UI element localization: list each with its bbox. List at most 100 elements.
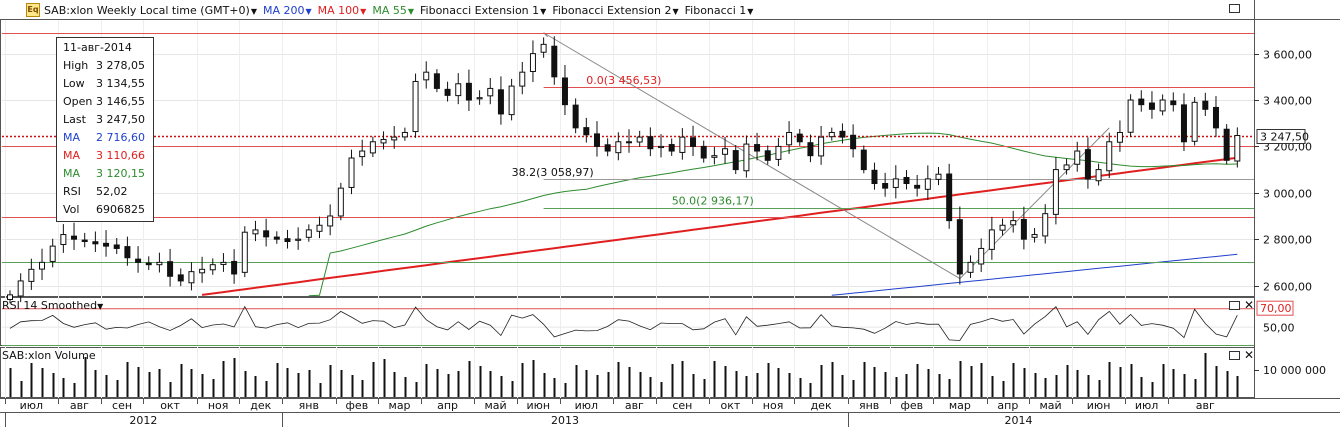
candle-body	[124, 246, 131, 259]
fib-label-50: 50.0(2 936,17)	[672, 195, 754, 208]
candle-body	[1020, 218, 1027, 240]
candle	[1095, 163, 1102, 186]
candle-body	[956, 219, 963, 275]
volume-panel-close-icon[interactable]: ✕	[1244, 348, 1255, 362]
candle-body	[818, 136, 825, 157]
candle-body	[775, 145, 782, 160]
chart-header: Eq SAB:xlon Weekly Local time (GMT+0)▼ M…	[0, 2, 759, 18]
candle-body	[583, 127, 590, 136]
y-tick-label: 3 600,00	[1263, 49, 1312, 62]
main-panel-maximize-button[interactable]	[1229, 4, 1240, 13]
candle-body	[252, 229, 259, 235]
candle-body	[113, 244, 120, 249]
candle-body	[1074, 150, 1081, 165]
indicator-fib1-menu[interactable]: Fibonacci 1▼	[685, 4, 754, 17]
candle-body	[167, 261, 174, 277]
candle-body	[946, 173, 953, 222]
candle	[145, 256, 152, 271]
candle-body	[135, 258, 142, 263]
info-label: MA	[63, 149, 81, 162]
candle	[433, 69, 440, 93]
rsi-panel-close-icon[interactable]: ✕	[1244, 298, 1255, 312]
info-row-last: Last 3 247,50	[63, 113, 151, 129]
candle	[711, 146, 718, 165]
candle	[1191, 97, 1198, 146]
rsi-50-label: 50,00	[1263, 322, 1295, 335]
candle-body	[391, 136, 398, 141]
candle	[935, 167, 942, 186]
candle	[7, 290, 13, 304]
candle-body	[796, 133, 803, 143]
candle	[92, 231, 99, 252]
candle	[1010, 210, 1017, 233]
info-row-high: High 3 278,05	[63, 59, 151, 75]
candle-body	[17, 280, 24, 297]
equity-icon[interactable]: Eq	[26, 3, 40, 17]
candle-body	[476, 97, 483, 100]
candle-body	[967, 261, 974, 273]
x-month-label: май	[484, 399, 506, 412]
rsi-line	[9, 305, 1238, 341]
x-year-label: 2014	[1005, 414, 1033, 427]
indicator-fib-ext2-menu[interactable]: Fibonacci Extension 2▼	[552, 4, 678, 17]
candle-body	[1106, 141, 1113, 172]
candle	[188, 262, 195, 291]
candle	[337, 182, 344, 221]
x-month-label: авг	[1196, 399, 1215, 412]
candle-body	[380, 138, 387, 144]
x-month-label: окт	[720, 399, 740, 412]
y-tick-label: 3 000,00	[1263, 188, 1312, 201]
x-month-label: фев	[346, 399, 369, 412]
candle-body	[1095, 169, 1102, 182]
candle-body	[49, 245, 56, 262]
indicator-ma200-menu[interactable]: MA 200▼	[263, 4, 312, 17]
rsi-70-tag	[1256, 300, 1294, 316]
candle	[679, 128, 686, 160]
rsi-panel-title[interactable]: RSI 14 Smoothed▼	[2, 299, 103, 312]
rsi-panel-maximize-button[interactable]	[1229, 301, 1240, 310]
indicator-ma55-menu[interactable]: MA 55▼	[372, 4, 414, 17]
symbol-title-menu[interactable]: SAB:xlon Weekly Local time (GMT+0)▼	[44, 4, 257, 17]
candle-body	[935, 173, 942, 180]
info-value: 2 716,60	[96, 131, 145, 144]
candle-body	[999, 224, 1006, 231]
ma55-line	[308, 132, 1238, 297]
x-month-label: янв	[299, 399, 319, 412]
candle	[17, 273, 24, 303]
info-value: 3 134,55	[96, 77, 145, 90]
info-value: 6906825	[96, 203, 145, 216]
candle	[754, 132, 761, 161]
volume-panel-maximize-button[interactable]	[1229, 351, 1240, 360]
candle-body	[220, 261, 227, 265]
candle-body	[103, 242, 110, 247]
candle	[60, 224, 67, 253]
x-month-label: мар	[389, 399, 411, 412]
dropdown-arrow-icon: ▼	[250, 6, 257, 16]
candle	[1202, 92, 1209, 116]
candle-body	[540, 43, 547, 53]
candle-body	[1084, 149, 1091, 180]
candle-body	[647, 136, 654, 150]
volume-panel-title: SAB:xlon Volume	[2, 349, 96, 362]
info-value: 52,02	[96, 185, 128, 198]
candle	[1020, 206, 1027, 250]
candle-body	[327, 215, 334, 227]
candle	[380, 131, 387, 150]
indicator-fib-ext1-menu[interactable]: Fibonacci Extension 1▼	[420, 4, 546, 17]
candle-body	[711, 155, 718, 158]
info-label: Last	[63, 113, 86, 126]
dropdown-arrow-icon: ▼	[672, 6, 679, 16]
indicator-label: Fibonacci Extension 1	[420, 3, 540, 17]
candle	[860, 145, 867, 174]
candle	[124, 236, 131, 266]
candle	[583, 117, 590, 143]
y-tick-label: 3 400,00	[1263, 95, 1312, 108]
indicator-ma100-menu[interactable]: MA 100▼	[318, 4, 367, 17]
candle-body	[39, 261, 46, 270]
candle-body	[1052, 169, 1059, 215]
candle	[423, 61, 430, 89]
candle	[327, 204, 334, 236]
candle-body	[850, 134, 857, 150]
candle	[839, 123, 846, 144]
